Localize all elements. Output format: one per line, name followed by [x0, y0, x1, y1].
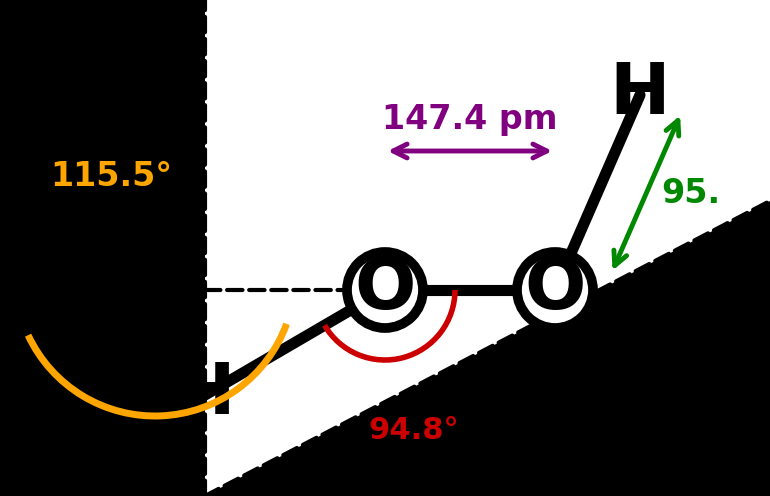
Text: 147.4 pm: 147.4 pm [382, 103, 557, 136]
Text: 115.5°: 115.5° [50, 160, 172, 192]
Circle shape [517, 252, 593, 328]
Polygon shape [205, 0, 770, 496]
Circle shape [347, 252, 423, 328]
Text: H: H [175, 361, 236, 430]
Text: H: H [610, 61, 670, 129]
Text: O: O [524, 255, 586, 324]
Text: 95.: 95. [661, 177, 721, 210]
Text: O: O [354, 255, 416, 324]
Text: 94.8°: 94.8° [368, 416, 459, 445]
